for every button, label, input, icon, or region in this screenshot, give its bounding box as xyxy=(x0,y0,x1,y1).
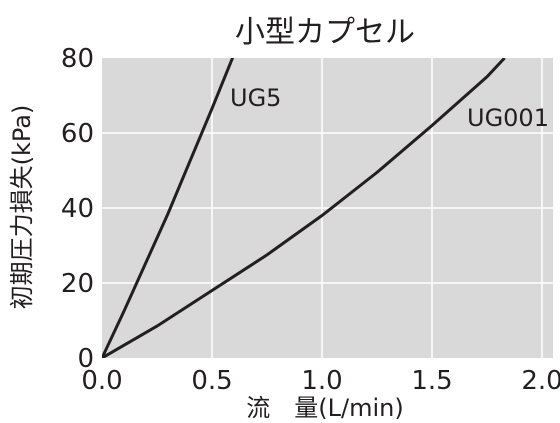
x-tick-label: 0.5 xyxy=(191,366,232,396)
x-tick-labels: 0.0 0.5 1.0 1.5 2.0 xyxy=(81,366,560,396)
series-label-ug001: UG001 xyxy=(467,104,549,132)
y-tick-label: 60 xyxy=(61,119,94,149)
chart-title: 小型カプセル xyxy=(235,15,415,50)
y-axis-title: 初期圧力損失(kPa) xyxy=(8,105,36,310)
x-axis-title: 流 量(L/min) xyxy=(246,394,403,422)
series-label-ug5: UG5 xyxy=(230,84,281,112)
y-tick-labels: 0 20 40 60 80 xyxy=(61,44,94,374)
y-tick-label: 0 xyxy=(77,344,94,374)
series-line-ug5 xyxy=(102,58,235,358)
y-tick-label: 80 xyxy=(61,44,94,74)
x-tick-label: 2.0 xyxy=(521,366,560,396)
plot-area xyxy=(102,58,553,358)
series-layer: UG5 UG001 xyxy=(102,58,549,358)
x-tick-label: 1.5 xyxy=(411,366,452,396)
x-tick-label: 1.0 xyxy=(301,366,342,396)
y-tick-label: 40 xyxy=(61,194,94,224)
series-line-ug001 xyxy=(102,58,506,358)
y-tick-label: 20 xyxy=(61,269,94,299)
x-tick-label: 0.0 xyxy=(81,366,122,396)
